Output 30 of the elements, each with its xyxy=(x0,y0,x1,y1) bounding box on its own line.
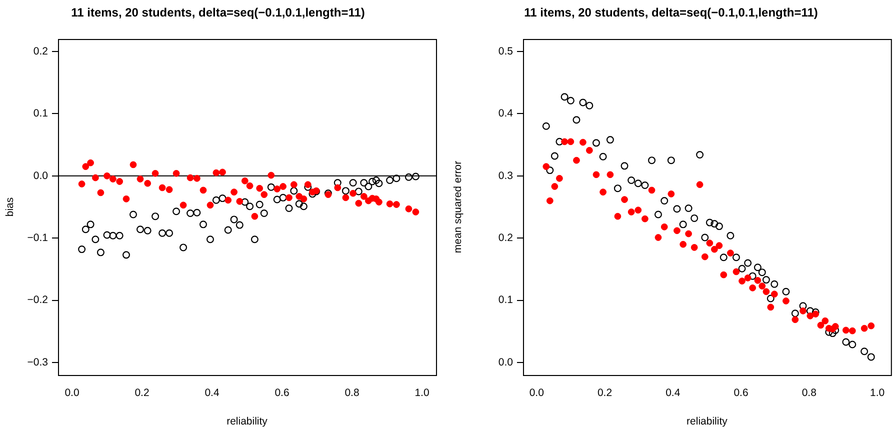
x-tick-label: 0.0 xyxy=(64,387,80,400)
y-tick-label: 0.1 xyxy=(33,108,48,120)
x-tick-label: 0.6 xyxy=(274,387,290,400)
x-tick-label: 0.8 xyxy=(344,387,360,400)
y-axis-title: bias xyxy=(4,197,16,217)
y-tick-label: −0.1 xyxy=(27,232,48,244)
x-tick-label: 1.0 xyxy=(870,387,885,400)
x-axis-title: reliability xyxy=(226,416,268,428)
y-tick-label: 0.3 xyxy=(498,170,514,182)
x-tick-label: 0.6 xyxy=(734,387,748,400)
y-tick-label: 0.2 xyxy=(498,232,514,244)
x-tick-label: 0.4 xyxy=(666,387,680,400)
x-tick-label: 1.0 xyxy=(414,387,430,400)
y-tick-label: 0.4 xyxy=(498,108,514,120)
x-tick-label: 0.0 xyxy=(529,387,544,400)
chart-title: 11 items, 20 students, delta=seq(−0.1,0.1,length=11) xyxy=(71,6,365,20)
x-tick-label: 0.2 xyxy=(134,387,150,400)
y-tick-label: 0.0 xyxy=(33,170,48,182)
y-tick-label: 0.0 xyxy=(498,356,514,368)
y-tick-label: −0.2 xyxy=(27,294,48,306)
chart-title: 11 items, 20 students, delta=seq(−0.1,0.1,length=11) xyxy=(524,6,818,20)
y-tick-label: 0.1 xyxy=(498,294,514,306)
x-axis-title: reliability xyxy=(686,416,728,428)
y-axis-title: mean squared error xyxy=(452,160,464,254)
y-tick-label: 0.2 xyxy=(33,45,48,58)
x-tick-label: 0.4 xyxy=(204,387,220,400)
x-tick-label: 0.8 xyxy=(802,387,817,400)
y-tick-label: −0.3 xyxy=(27,356,48,368)
y-tick-label: 0.5 xyxy=(498,45,514,58)
x-tick-label: 0.2 xyxy=(597,387,612,400)
